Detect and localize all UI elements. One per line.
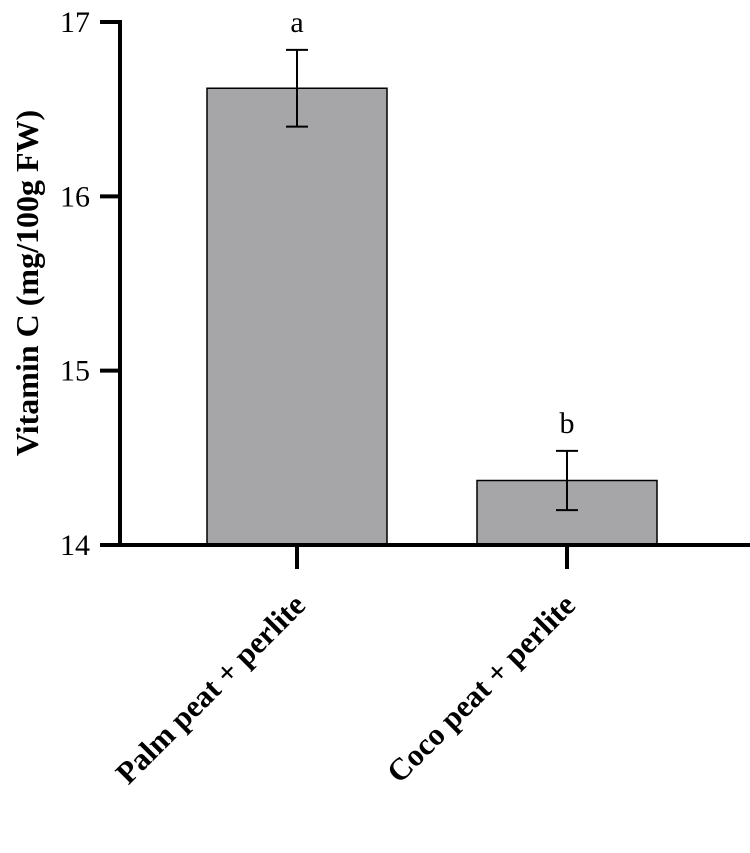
error-bars-layer [286,48,578,512]
y-tick-label-2: 15 [60,355,90,388]
y-tick-label-3: 16 [60,180,90,213]
y-axis-title: Vitamin C (mg/100g FW) [9,110,45,456]
x-tick-label-2: Coco peat + perlite [380,587,582,789]
x-tick-label-1: Palm peat + perlite [109,587,312,790]
significance-label-1: a [290,6,303,39]
significance-label-2: b [560,407,575,440]
bar-1 [206,87,388,546]
y-tick-label-1: 14 [60,529,90,562]
y-tick-label-4: 17 [60,6,90,39]
bars-layer [206,87,658,546]
axes-layer [100,20,750,569]
